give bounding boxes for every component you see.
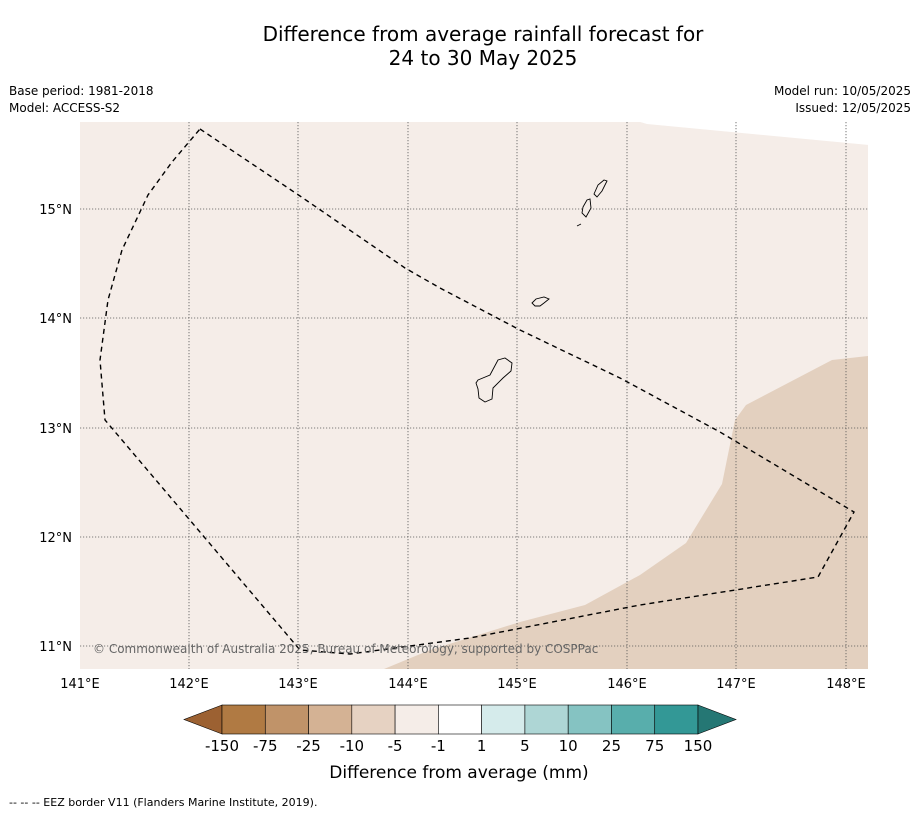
copyright-text: © Commonwealth of Australia 2025, Bureau…	[93, 642, 598, 656]
lon-label-148: 148°E	[826, 677, 866, 692]
tinian-island-icon	[581, 198, 592, 218]
lat-label-13: 13°N	[39, 422, 72, 437]
colorbar-label: Difference from average (mm)	[329, 763, 588, 783]
metadata-left: Base period: 1981-2018 Model: ACCESS-S2	[9, 83, 154, 117]
base-period-text: Base period: 1981-2018	[9, 84, 154, 98]
colorbar-segment	[611, 704, 656, 735]
lat-label-12: 12°N	[39, 531, 72, 546]
colorbar-tick-label: 5	[520, 737, 530, 755]
colorbar-segment	[567, 704, 612, 735]
colorbar-segment	[654, 704, 699, 735]
aguijan-island-icon	[576, 223, 582, 227]
colorbar-tick-label: -5	[388, 737, 403, 755]
longitude-labels: 141°E 142°E 143°E 144°E 145°E 146°E 147°…	[60, 677, 866, 692]
lon-label-143: 143°E	[278, 677, 318, 692]
colorbar-tick-label: -150	[205, 737, 239, 755]
no-data-region	[637, 121, 869, 145]
colorbar-segment	[351, 704, 396, 735]
colorbar-tick-label: 150	[684, 737, 713, 755]
colorbar-segment	[481, 704, 526, 735]
colorbar-segment	[394, 704, 439, 735]
colorbar-tick-label: -25	[296, 737, 321, 755]
gridlines	[80, 122, 868, 669]
colorbar-tick-label: 1	[477, 737, 487, 755]
colorbar: -150 -75 -25 -10 -5 -1 1 5 10 25 75 150	[183, 704, 737, 755]
colorbar-segment	[308, 704, 353, 735]
map-panel: © Commonwealth of Australia 2025, Bureau…	[80, 121, 869, 669]
lat-label-14: 14°N	[39, 312, 72, 327]
drier-region	[384, 356, 868, 669]
lon-label-145: 145°E	[497, 677, 537, 692]
colorbar-extend-min	[183, 704, 223, 735]
model-run-text: Model run: 10/05/2025	[773, 84, 911, 98]
eez-border	[99, 128, 855, 655]
colorbar-segment	[221, 704, 266, 735]
colorbar-tick-label: -10	[340, 737, 365, 755]
chart-title: Difference from average rainfall forecas…	[0, 22, 919, 70]
colorbar-tick-label: 75	[645, 737, 664, 755]
title-line-1: Difference from average rainfall forecas…	[262, 22, 704, 46]
lat-label-11: 11°N	[39, 640, 72, 655]
guam-island-icon	[475, 357, 513, 403]
metadata-right: Model run: 10/05/2025 Issued: 12/05/2025	[774, 83, 911, 117]
issued-text: Issued: 12/05/2025	[795, 101, 911, 115]
colorbar-segment	[438, 704, 482, 735]
colorbar-tick-label: -1	[431, 737, 446, 755]
colorbar-tick-label: 25	[602, 737, 621, 755]
latitude-labels: 15°N 14°N 13°N 12°N 11°N	[39, 203, 72, 655]
lon-label-144: 144°E	[388, 677, 428, 692]
colorbar-tick-label: -75	[253, 737, 278, 755]
colorbar-segment	[264, 704, 309, 735]
colorbar-segment	[524, 704, 569, 735]
colorbar-extend-max	[697, 704, 737, 735]
rota-island-icon	[531, 296, 550, 307]
lat-label-15: 15°N	[39, 203, 72, 218]
lon-label-141: 141°E	[60, 677, 100, 692]
title-line-2: 24 to 30 May 2025	[388, 46, 578, 70]
colorbar-tick-label: 10	[559, 737, 578, 755]
lon-label-142: 142°E	[169, 677, 209, 692]
footer-note: -- -- -- EEZ border V11 (Flanders Marine…	[9, 796, 318, 809]
saipan-island-icon	[593, 179, 608, 198]
model-text: Model: ACCESS-S2	[9, 101, 121, 115]
lon-label-147: 147°E	[716, 677, 756, 692]
lon-label-146: 146°E	[607, 677, 647, 692]
